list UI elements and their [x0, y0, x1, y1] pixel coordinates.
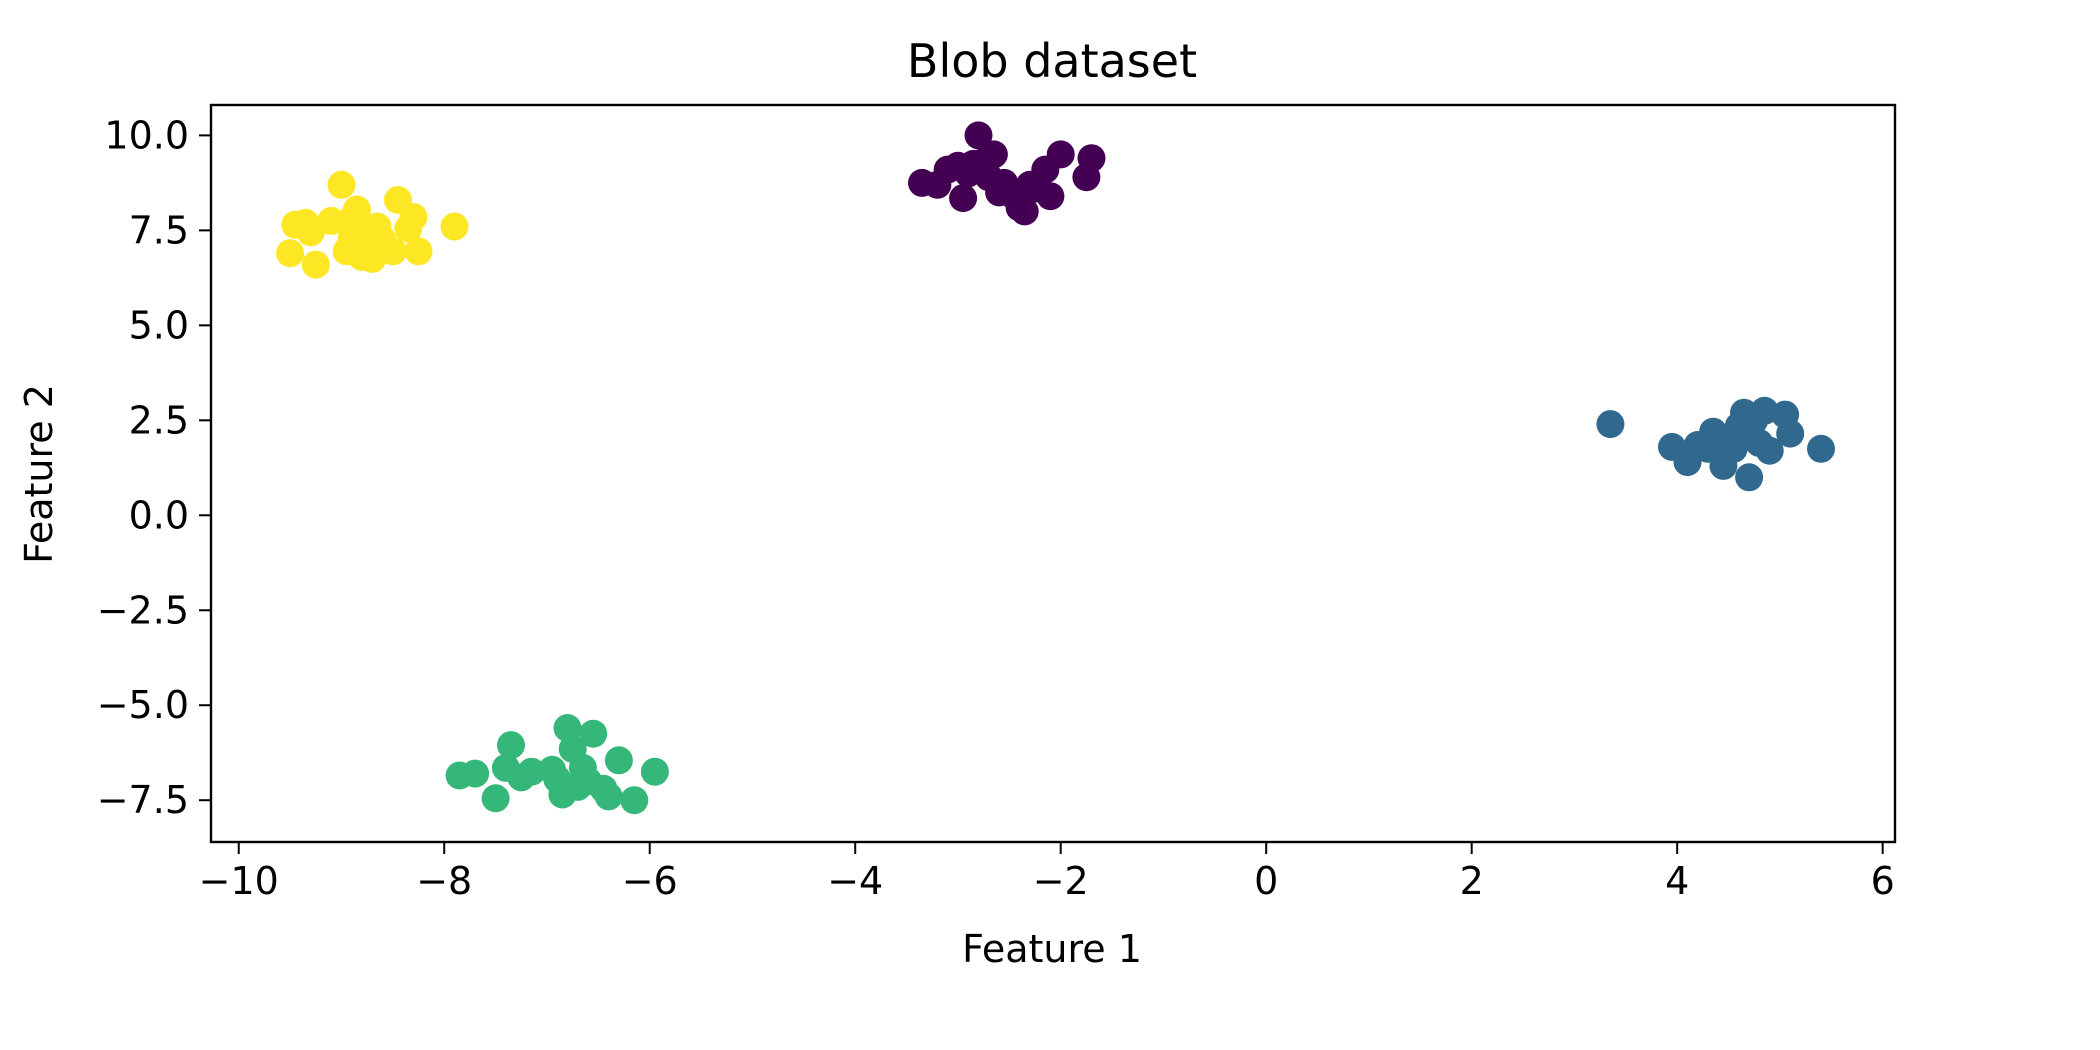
scatter-point — [404, 237, 433, 266]
scatter-point — [1807, 434, 1835, 463]
scatter-point — [964, 121, 993, 150]
scatter-point — [553, 714, 582, 742]
scatter-point — [979, 140, 1008, 169]
scatter-point — [954, 159, 983, 188]
scatter-point — [1010, 197, 1039, 226]
scatter-point — [342, 195, 371, 224]
x-axis: −10 −8 −6 −4 −2 0 2 4 6 — [199, 842, 1895, 903]
scatter-point — [399, 203, 428, 232]
x-tick-label: 0 — [1254, 859, 1278, 903]
scatter-point — [497, 731, 525, 760]
scatter-point — [481, 784, 510, 813]
scatter-point — [543, 765, 572, 794]
x-tick-label: −6 — [622, 859, 678, 903]
x-tick-label: −10 — [199, 859, 279, 903]
x-tick-label: 2 — [1460, 859, 1484, 903]
scatter-point — [594, 782, 623, 811]
scatter-point — [949, 184, 978, 213]
y-axis: −7.5 −5.0 −2.5 0.0 2.5 5.0 7.5 10.0 — [97, 113, 211, 822]
scatter-point — [1755, 436, 1784, 465]
scatter-point — [604, 746, 633, 775]
y-tick-label: 7.5 — [129, 208, 189, 252]
y-tick-label: −7.5 — [97, 778, 189, 822]
x-tick-label: 4 — [1665, 859, 1689, 903]
x-axis-label: Feature 1 — [962, 927, 1142, 971]
x-tick-label: 6 — [1871, 859, 1895, 903]
scatter-point — [620, 786, 649, 815]
y-tick-label: −5.0 — [97, 683, 189, 727]
x-tick-label: −2 — [1033, 859, 1089, 903]
scatter-point — [579, 719, 608, 748]
chart-title: Blob dataset — [907, 34, 1197, 88]
scatter-point — [337, 224, 366, 252]
x-tick-label: −4 — [827, 859, 883, 903]
scatter-point — [1776, 419, 1805, 448]
scatter-point — [1735, 421, 1764, 450]
scatter-point — [327, 170, 356, 199]
y-tick-label: 0.0 — [129, 493, 189, 537]
x-tick-label: −8 — [416, 859, 472, 903]
scatter-point — [1596, 410, 1625, 439]
scatter-point — [517, 757, 546, 786]
y-tick-label: 5.0 — [129, 303, 189, 347]
scatter-point — [301, 250, 330, 279]
y-tick-label: −2.5 — [97, 588, 189, 632]
scatter-point — [640, 757, 669, 786]
scatter-point — [276, 239, 305, 268]
scatter-point — [1077, 144, 1106, 173]
scatter-point — [1735, 463, 1764, 492]
scatter-point — [1036, 182, 1065, 211]
plot-frame — [209, 103, 1897, 844]
scatter-point — [985, 178, 1014, 207]
scatter-point — [317, 206, 346, 235]
points-layer — [276, 121, 1835, 815]
y-axis-label: Feature 2 — [17, 384, 61, 564]
y-tick-label: 2.5 — [129, 398, 189, 442]
scatter-point — [1046, 140, 1075, 169]
scatter-point — [461, 759, 490, 788]
y-tick-label: 10.0 — [104, 113, 189, 157]
scatter-point — [378, 237, 407, 266]
scatter-point — [440, 212, 469, 241]
scatter-point — [296, 218, 325, 247]
